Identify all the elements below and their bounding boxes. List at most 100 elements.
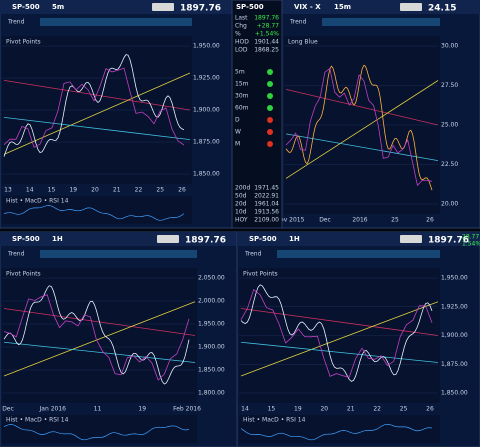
x-label: Jan 2016 xyxy=(39,406,67,413)
price-button xyxy=(152,3,174,11)
symbol: SP-500 xyxy=(12,235,40,243)
indicator-area xyxy=(239,415,440,443)
level-label: 200d xyxy=(235,185,250,192)
row-value: +28.77 xyxy=(257,23,279,30)
signal-dot xyxy=(267,141,273,147)
trend-strip xyxy=(277,250,440,258)
signal-dot xyxy=(267,117,273,123)
x-label: 14 xyxy=(26,187,34,194)
trend-line xyxy=(3,341,196,363)
x-label: 2016 xyxy=(352,217,367,224)
price-line xyxy=(3,54,185,157)
x-label: 20 xyxy=(91,187,99,194)
x-label: Dec xyxy=(319,217,331,224)
level-value: 2022.91 xyxy=(254,193,279,200)
trend-label: Trend xyxy=(289,19,307,26)
x-label: 25 xyxy=(156,187,164,194)
x-label: 25 xyxy=(400,406,408,413)
x-label: 21 xyxy=(347,406,355,413)
y-label: 1,875.00 xyxy=(441,361,468,368)
symbol: SP-500 xyxy=(249,235,277,243)
level-label: 10d xyxy=(235,209,247,216)
x-label: Feb 2016 xyxy=(173,406,201,413)
price-button xyxy=(400,3,422,11)
row-label: % xyxy=(235,31,241,38)
trend-line xyxy=(285,133,439,161)
indicator-line xyxy=(3,205,185,221)
y-label: 1,875.00 xyxy=(193,139,220,146)
x-label: 13 xyxy=(4,187,12,194)
x-label: 26 xyxy=(178,187,186,194)
x-label: 15 xyxy=(268,406,276,413)
level-label: HOY xyxy=(235,217,248,224)
study-label: Pivot Points xyxy=(243,271,278,278)
signal-label: D xyxy=(235,117,240,124)
symbol: SP-500 xyxy=(12,3,40,11)
change: 28.77 xyxy=(462,234,479,241)
indicator-line xyxy=(240,423,433,441)
price-line xyxy=(285,64,433,191)
trend-strip xyxy=(322,18,440,26)
row-label: HOD xyxy=(235,39,249,46)
level-label: 50d xyxy=(235,193,247,200)
watchlist-title: SP-500 xyxy=(236,3,264,11)
panel-header xyxy=(282,0,480,14)
trend-label: Trend xyxy=(7,19,25,26)
study-label: Pivot Points xyxy=(6,271,41,278)
signal-label: 30m xyxy=(235,93,249,100)
signal-dot xyxy=(267,105,273,111)
indicator-area xyxy=(2,196,192,224)
y-label: 22.50 xyxy=(441,161,458,168)
trend-strip xyxy=(40,250,197,258)
level-label: 20d xyxy=(235,201,247,208)
y-label: 2,050.00 xyxy=(198,275,225,282)
x-label: 26 xyxy=(426,406,434,413)
signal-dot xyxy=(267,129,273,135)
average-line xyxy=(3,294,190,381)
y-label: 30.00 xyxy=(441,43,458,50)
signal-dot xyxy=(267,93,273,99)
study-label: Long Blue xyxy=(288,39,318,46)
y-label: 1,900.00 xyxy=(193,107,220,114)
signal-label: 15m xyxy=(235,81,249,88)
y-label: 27.50 xyxy=(441,82,458,89)
row-value: 1897.76 xyxy=(254,15,279,22)
x-label: 19 xyxy=(69,187,77,194)
price: 24.15 xyxy=(428,4,456,14)
x-label: 20 xyxy=(320,406,328,413)
average-line xyxy=(3,67,185,148)
y-label: 1,850.00 xyxy=(441,390,468,397)
x-label: 22 xyxy=(135,187,143,194)
indicator-label: Hist • MacD • RSI 14 xyxy=(6,198,69,205)
percent: 1.54% xyxy=(462,241,480,248)
price: 1897.76 xyxy=(428,236,469,246)
indicator-line xyxy=(3,424,190,441)
y-label: 1,925.00 xyxy=(441,303,468,310)
y-label: 1,850.00 xyxy=(198,367,225,374)
indicator-label: Hist • MacD • RSI 14 xyxy=(243,417,306,424)
trend-label: Trend xyxy=(7,251,25,258)
trend-line xyxy=(3,80,191,111)
watchlist xyxy=(231,0,283,229)
y-label: 25.00 xyxy=(441,122,458,129)
price-line xyxy=(3,285,190,385)
signal-dot xyxy=(267,81,273,87)
x-label: 25 xyxy=(391,217,399,224)
x-label: 21 xyxy=(113,187,121,194)
interval: 1H xyxy=(52,235,63,243)
x-label: 26 xyxy=(426,217,434,224)
interval: 1H xyxy=(289,235,300,243)
y-label: 2,000.00 xyxy=(198,298,225,305)
indicator-area xyxy=(2,415,197,443)
trend-line xyxy=(285,89,439,126)
interval: 15m xyxy=(334,3,351,11)
row-value: 1868.25 xyxy=(254,47,279,54)
y-label: 1,900.00 xyxy=(198,344,225,351)
y-label: 1,950.00 xyxy=(198,321,225,328)
level-value: 1961.04 xyxy=(254,201,279,208)
level-value: 1913.56 xyxy=(254,209,279,216)
price: 1897.76 xyxy=(180,4,221,14)
signal-label: W xyxy=(235,129,241,136)
signal-label: 60m xyxy=(235,105,249,112)
